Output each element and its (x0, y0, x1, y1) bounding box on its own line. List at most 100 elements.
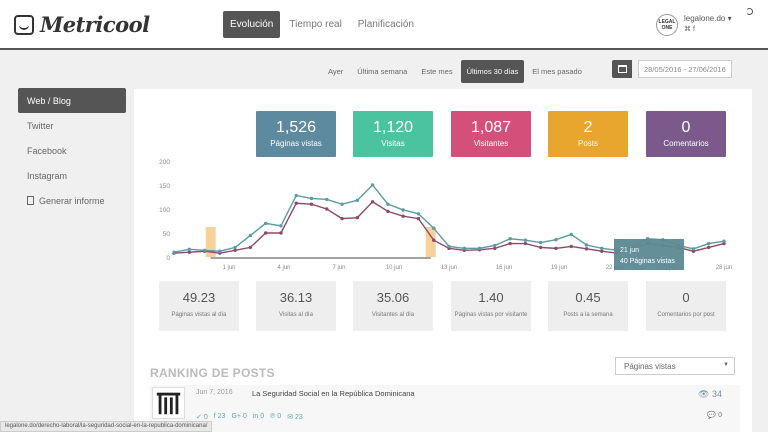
data-point (218, 249, 222, 253)
kpi-comentarios[interactable]: 0 Comentarios (646, 111, 726, 157)
calendar-button[interactable] (612, 60, 632, 78)
stat-label: Páginas vistas por visitante (454, 312, 528, 318)
stat-label: Páginas vistas al día (171, 312, 227, 318)
data-point (187, 247, 191, 252)
data-point (523, 241, 528, 246)
data-point (355, 215, 360, 220)
megaphone-icon: ✉ (287, 414, 294, 421)
data-point (462, 246, 466, 251)
googleplus-icon: G+ (231, 413, 241, 420)
x-tick-label: 4 jun (277, 265, 290, 271)
data-point (370, 183, 375, 187)
data-point (493, 246, 497, 251)
kpi-visitantes[interactable]: 1,087 Visitantes (451, 111, 531, 157)
data-point (401, 208, 405, 212)
stat-label: Visitas al día (279, 312, 313, 318)
twitter-icon: ✓ (196, 414, 202, 421)
tooltip-value: 40 Páginas vistas (620, 258, 675, 265)
post-marker-bar (205, 227, 216, 257)
data-point (508, 237, 512, 241)
data-point (416, 212, 421, 216)
stat-value: 35.06 (376, 290, 410, 305)
post-title[interactable]: La Seguridad Social en la República Domi… (252, 389, 415, 398)
period-este-mes[interactable]: Este mes (421, 67, 453, 76)
kpi-value: 2 (583, 119, 593, 136)
period-ultimos-30-dias[interactable]: Últimos 30 días (460, 60, 525, 83)
rss-icon: ⌘ (684, 26, 691, 33)
data-point (584, 247, 589, 251)
stat-label: Visitantes al día (371, 312, 415, 318)
data-point (569, 232, 573, 237)
kpi-value: 1,526 (275, 119, 317, 136)
date-range-input[interactable]: 28/05/2016 - 27/06/2016 (638, 60, 732, 78)
kpi-value: 0 (681, 119, 691, 136)
data-point (600, 246, 604, 251)
data-point (279, 224, 283, 228)
data-point (248, 233, 253, 238)
stat-value: 0 (682, 290, 690, 305)
stat-paginas-por-visitante: 1.40 Páginas vistas por visitante (451, 281, 531, 331)
period-ultima-semana[interactable]: Última semana (357, 67, 408, 76)
chevron-down-icon: ▼ (723, 362, 729, 368)
stat-visitas-dia: 36.13 Visitas al día (256, 281, 336, 331)
caret-down-icon: ▾ (727, 14, 732, 23)
data-point (691, 249, 696, 253)
post-date: Jun 7, 2016 (196, 389, 233, 396)
post-social-counts: ✓ 0 f 23 G+ 0 in 0 ℗ 0 ✉ 23 (196, 413, 303, 421)
ranking-post-row[interactable]: Jun 7, 2016 La Seguridad Social en la Re… (150, 385, 740, 432)
sidebar-item-label: Generar informe (39, 195, 105, 206)
main-panel: 1,526 Páginas vistas 1,120 Visitas 1,087… (134, 89, 752, 432)
stat-paginas-vistas-dia: 49.23 Páginas vistas al día (159, 281, 239, 331)
tooltip-date: 21 jun (620, 247, 640, 254)
stat-value: 0.45 (575, 290, 601, 305)
data-point (554, 246, 558, 251)
period-mes-pasado[interactable]: El mes pasado (532, 67, 582, 76)
data-point (493, 243, 497, 248)
data-point (477, 246, 482, 251)
metricool-logo-icon (14, 14, 34, 35)
tab-tiempo-real[interactable]: Tiempo real (289, 19, 342, 30)
metricool-logo[interactable]: Metricool (14, 12, 150, 37)
data-point (309, 196, 314, 201)
sidebar-item-twitter[interactable]: Twitter (27, 120, 54, 131)
sidebar-item-facebook[interactable]: Facebook (27, 145, 67, 156)
linkedin-count: in 0 (252, 413, 265, 420)
stat-value: 49.23 (182, 290, 216, 305)
data-point (172, 250, 176, 254)
data-point (538, 240, 543, 245)
account-menu[interactable]: LEGAL ONE legalone.do ▾ ⌘ f (656, 14, 732, 36)
y-tick-label: 50 (163, 231, 171, 238)
x-tick-label: 13 jun (441, 265, 457, 271)
sidebar-item-generar-informe[interactable]: Generar informe (18, 188, 126, 213)
loading-spinner-icon (746, 8, 753, 15)
data-point (523, 238, 528, 242)
shares-count: ✉ 23 (287, 414, 303, 421)
data-point (263, 221, 268, 226)
stat-label: Comentarios por post (657, 312, 715, 318)
kpi-posts[interactable]: 2 Posts (548, 111, 628, 157)
data-point (538, 245, 543, 250)
data-point (401, 214, 405, 218)
data-point (294, 201, 298, 205)
post-comments: 💬 0 (707, 412, 722, 419)
data-point (707, 245, 711, 250)
x-tick-label: 1 jun (222, 265, 235, 271)
sidebar-item-web-blog[interactable]: Web / Blog (18, 88, 126, 113)
data-point (340, 202, 344, 206)
logo-text: Metricool (40, 12, 150, 37)
kpi-visitas[interactable]: 1,120 Visitas (353, 111, 433, 157)
kpi-paginas-vistas[interactable]: 1,526 Páginas vistas (256, 111, 336, 157)
account-social-icons: ⌘ f (684, 25, 732, 33)
stat-posts-semana: 0.45 Posts a la semana (548, 281, 628, 331)
data-point (554, 238, 558, 242)
period-ayer[interactable]: Ayer (328, 67, 344, 76)
data-point (325, 207, 329, 211)
sidebar-item-instagram[interactable]: Instagram (27, 170, 68, 181)
ranking-sort-select[interactable]: Páginas vistas ▼ (615, 357, 735, 375)
tab-planificacion[interactable]: Planificación (357, 19, 414, 30)
kpi-label: Posts (577, 139, 598, 148)
y-tick-label: 100 (159, 207, 170, 214)
tab-evolucion[interactable]: Evolución (223, 11, 281, 38)
data-point (584, 243, 589, 247)
account-avatar: LEGAL ONE (656, 14, 678, 36)
